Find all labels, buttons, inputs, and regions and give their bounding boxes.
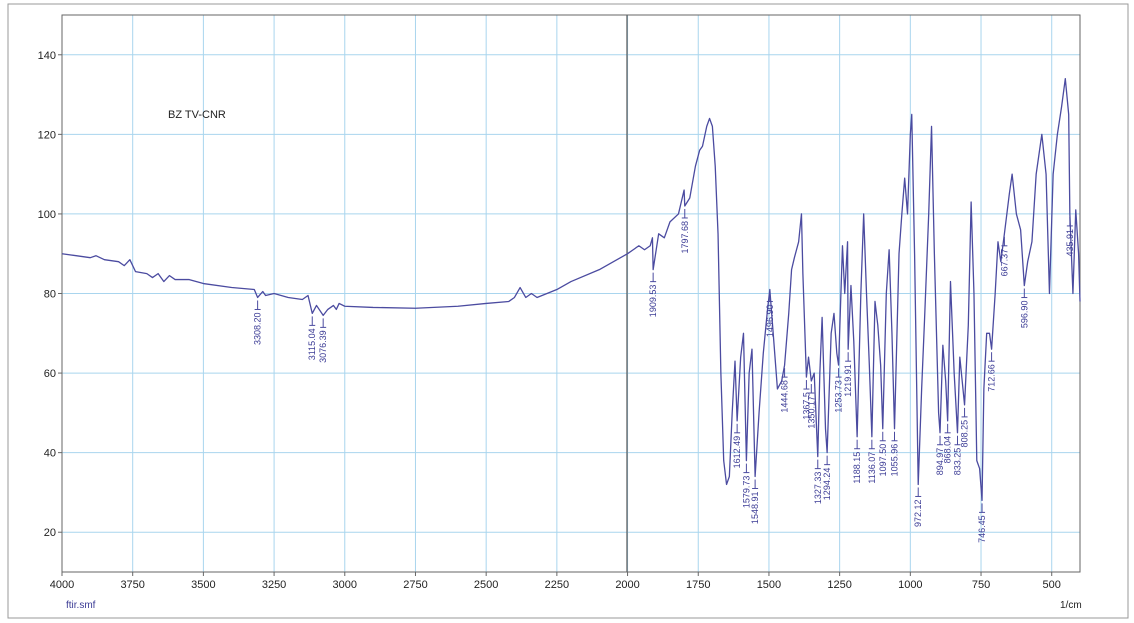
peak-label: 1350.17 (806, 396, 816, 429)
x-tick-label: 1500 (757, 579, 781, 591)
peak-label: 1327.33 (813, 472, 823, 505)
peak-label: 1797.68 (680, 221, 690, 254)
peak-label: 1612.49 (732, 436, 742, 469)
x-tick-label: 3750 (120, 579, 144, 591)
x-tick-label: 3500 (191, 579, 215, 591)
x-tick-label: 2750 (403, 579, 427, 591)
peak-label: 1909.53 (648, 285, 658, 318)
peak-label: 868.04 (943, 436, 953, 464)
peak-label: 1097.50 (878, 444, 888, 477)
y-tick-label: 80 (44, 289, 56, 301)
annotation: BZ TV-CNR (168, 109, 226, 121)
x-tick-label: 500 (1043, 579, 1061, 591)
peak-label: 1548.91 (750, 492, 760, 525)
peak-label: 3308.20 (253, 312, 263, 345)
grid (61, 15, 1080, 572)
peak-label: 1219.91 (843, 364, 853, 397)
y-tick-label: 120 (38, 129, 56, 141)
y-tick-label: 40 (44, 448, 56, 460)
y-tick-label: 100 (38, 209, 56, 221)
peak-label: 1253.73 (834, 380, 844, 413)
peak-label: 667.37 (999, 249, 1009, 277)
y-tick-label: 60 (44, 368, 56, 380)
peak-label: 1136.07 (867, 452, 877, 484)
peak-label: 894.97 (935, 448, 945, 476)
peak-label: 746.45 (977, 515, 987, 543)
x-tick-label: 1250 (827, 579, 851, 591)
x-tick-label: 1000 (898, 579, 922, 591)
peak-label: 3076.39 (318, 330, 328, 363)
peak-label: 1188.15 (852, 452, 862, 484)
x-axis-label: 1/cm (1060, 600, 1082, 611)
peak-label: 1444.68 (780, 380, 790, 413)
peak-label: 1579.73 (741, 476, 751, 509)
x-tick-label: 750 (972, 579, 990, 591)
peak-label: 435.91 (1065, 229, 1075, 257)
peak-label: 1055.96 (890, 444, 900, 477)
page-frame (7, 3, 1129, 619)
peak-label: 1367.5 (801, 392, 811, 420)
y-tick-label: 140 (38, 50, 56, 62)
x-tick-label: 2250 (545, 579, 569, 591)
y-tick-label: 20 (44, 527, 56, 539)
peak-label: 596.90 (1019, 301, 1029, 329)
x-tick-label: 3000 (333, 579, 357, 591)
x-tick-label: 3250 (262, 579, 286, 591)
x-tick-label: 2000 (615, 579, 639, 591)
peak-label: 3115.04 (307, 328, 317, 360)
peak-label: 712.66 (987, 364, 997, 392)
x-tick-label: 2500 (474, 579, 498, 591)
peak-label: 972.12 (913, 499, 923, 527)
x-tick-label: 4000 (50, 579, 74, 591)
spectrum-line (61, 78, 1081, 502)
peak-label: 1294.24 (822, 468, 832, 501)
peak-label: 1496.90 (765, 305, 775, 338)
x-tick-label: 1750 (686, 579, 710, 591)
peak-label: 833.25 (952, 448, 962, 476)
file-label: ftir.smf (66, 600, 96, 611)
peak-label: 808.25 (960, 420, 970, 448)
